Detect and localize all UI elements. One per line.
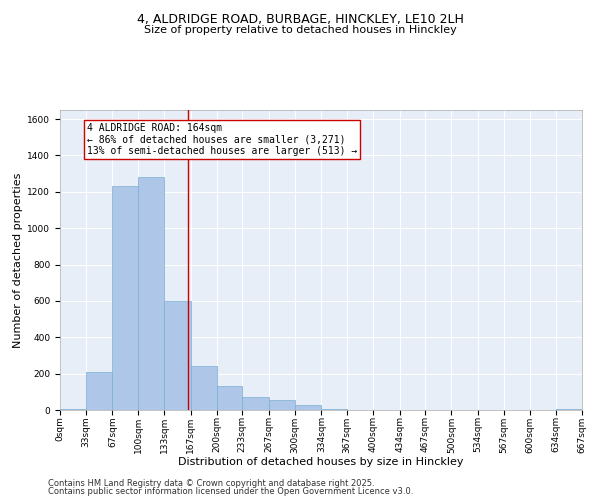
Text: Size of property relative to detached houses in Hinckley: Size of property relative to detached ho… <box>143 25 457 35</box>
Bar <box>217 386 242 410</box>
Bar <box>86 372 112 410</box>
Bar <box>138 178 164 410</box>
Bar <box>322 409 347 410</box>
Bar <box>112 186 138 410</box>
X-axis label: Distribution of detached houses by size in Hinckley: Distribution of detached houses by size … <box>178 457 464 467</box>
Bar <box>191 366 217 410</box>
Text: 4 ALDRIDGE ROAD: 164sqm
← 86% of detached houses are smaller (3,271)
13% of semi: 4 ALDRIDGE ROAD: 164sqm ← 86% of detache… <box>86 122 357 156</box>
Text: Contains HM Land Registry data © Crown copyright and database right 2025.: Contains HM Land Registry data © Crown c… <box>48 478 374 488</box>
Text: 4, ALDRIDGE ROAD, BURBAGE, HINCKLEY, LE10 2LH: 4, ALDRIDGE ROAD, BURBAGE, HINCKLEY, LE1… <box>137 12 463 26</box>
Bar <box>295 404 322 410</box>
Bar <box>242 398 269 410</box>
Text: Contains public sector information licensed under the Open Government Licence v3: Contains public sector information licen… <box>48 487 413 496</box>
Y-axis label: Number of detached properties: Number of detached properties <box>13 172 23 348</box>
Bar <box>164 301 191 410</box>
Bar <box>269 400 295 410</box>
Bar <box>60 409 86 410</box>
